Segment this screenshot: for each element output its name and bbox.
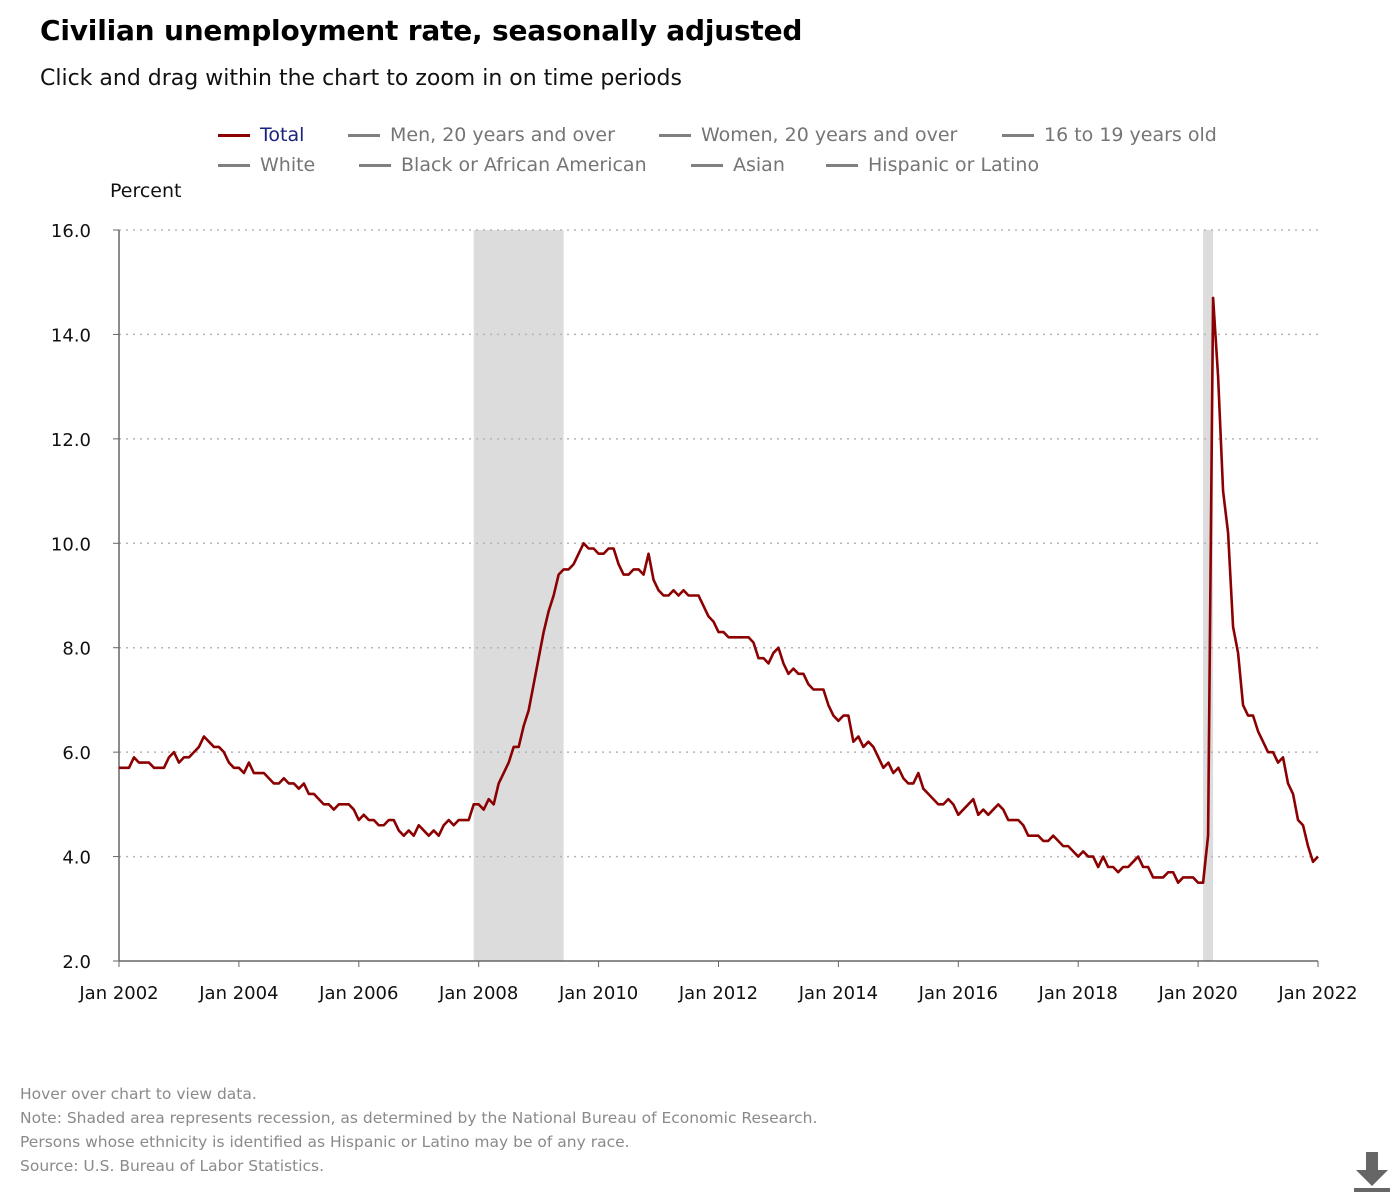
x-tick-label: Jan 2022 (1277, 983, 1357, 1004)
legend-item-black[interactable]: Black or African American (359, 154, 647, 176)
legend-swatch-total (218, 133, 250, 137)
y-axis-unit-label: Percent (110, 180, 182, 202)
note-recession: Note: Shaded area represents recession, … (20, 1109, 818, 1127)
x-tick-label: Jan 2004 (198, 983, 278, 1004)
legend-item-hispanic[interactable]: Hispanic or Latino (826, 154, 1039, 176)
x-tick-label: Jan 2020 (1157, 983, 1237, 1004)
y-tick-label: 6.0 (62, 743, 91, 764)
recession-band-1 (473, 230, 564, 961)
note-hispanic: Persons whose ethnicity is identified as… (20, 1133, 630, 1151)
x-tick-labels: Jan 2002 Jan 2004 Jan 2006 Jan 2008 Jan 2010… (78, 961, 1358, 1004)
x-tick-label: Jan 2008 (438, 983, 518, 1004)
chart-notes: Hover over chart to view data. Note: Sha… (20, 1082, 817, 1178)
x-tick-label: Jan 2006 (318, 983, 398, 1004)
legend-item-asian[interactable]: Asian (691, 154, 785, 176)
legend-item-total[interactable]: Total (218, 124, 304, 146)
y-tick-label: 12.0 (51, 430, 91, 451)
y-tick-label: 2.0 (62, 952, 91, 973)
legend-item-men-20-over[interactable]: Men, 20 years and over (348, 124, 615, 146)
legend-item-16-to-19[interactable]: 16 to 19 years old (1002, 124, 1217, 146)
y-tick-label: 4.0 (62, 848, 91, 869)
note-hover: Hover over chart to view data. (20, 1085, 257, 1103)
legend-row-2: White Black or African American Asian Hi… (0, 154, 1400, 180)
y-gridlines (113, 229, 1318, 962)
legend-swatch-men-20-over (348, 133, 380, 137)
legend-swatch-women-20-over (659, 133, 691, 137)
legend-item-women-20-over[interactable]: Women, 20 years and over (659, 124, 957, 146)
line-chart[interactable]: 2.04.06.08.010.012.014.016.0 Jan 2002 Jan… (0, 0, 1400, 1060)
legend-swatch-hispanic (826, 163, 858, 167)
series-lines[interactable] (119, 296, 1319, 884)
recession-band-2 (1203, 230, 1214, 961)
legend-label-asian: Asian (733, 154, 785, 176)
legend-label-total: Total (260, 124, 305, 146)
legend-row-1: Total Men, 20 years and over Women, 20 y… (0, 124, 1400, 150)
x-tick-label: Jan 2002 (78, 983, 158, 1004)
x-tick-label: Jan 2018 (1038, 983, 1118, 1004)
chart-subtitle: Click and drag within the chart to zoom … (40, 66, 682, 91)
note-source: Source: U.S. Bureau of Labor Statistics. (20, 1157, 325, 1175)
y-tick-label: 10.0 (51, 534, 91, 555)
legend-swatch-asian (691, 163, 723, 167)
x-tick-label: Jan 2010 (558, 983, 638, 1004)
x-tick-label: Jan 2014 (798, 983, 878, 1004)
y-tick-label: 8.0 (62, 639, 91, 660)
x-tick-label: Jan 2016 (918, 983, 998, 1004)
legend-label-white: White (260, 154, 316, 176)
legend-swatch-white (218, 163, 250, 167)
y-tick-label: 16.0 (51, 221, 91, 242)
y-tick-label: 14.0 (51, 325, 91, 346)
chart-title: Civilian unemployment rate, seasonally a… (40, 14, 803, 47)
legend-item-white[interactable]: White (218, 154, 315, 176)
x-tick-label: Jan 2012 (678, 983, 758, 1004)
legend-label-women-20-over: Women, 20 years and over (701, 124, 958, 146)
legend-label-16-to-19: 16 to 19 years old (1044, 124, 1217, 146)
legend-label-men-20-over: Men, 20 years and over (390, 124, 615, 146)
y-tick-labels: 2.0 4.0 6.0 8.0 10.0 12.0 14.0 16.0 (51, 221, 91, 973)
download-icon (1354, 1152, 1390, 1192)
recession-shading (473, 230, 1214, 961)
download-button[interactable] (1352, 1150, 1392, 1194)
series-line-total[interactable] (119, 296, 1319, 884)
legend-label-hispanic: Hispanic or Latino (868, 154, 1040, 176)
legend-swatch-16-to-19 (1002, 133, 1034, 137)
legend-swatch-black (359, 163, 391, 167)
axes (118, 230, 1318, 962)
legend-label-black: Black or African American (401, 154, 647, 176)
